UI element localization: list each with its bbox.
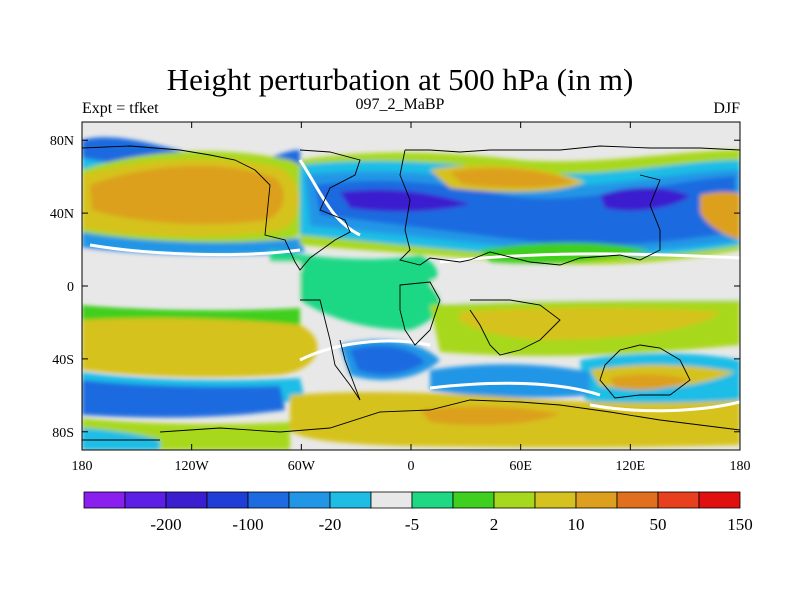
field-region <box>420 406 560 426</box>
colorbar-swatch <box>452 491 495 509</box>
colorbar-labels: -200 -100 -20 -5 2 10 50 150 <box>150 515 752 534</box>
plot-title: Height perturbation at 500 hPa (in m) <box>166 62 634 97</box>
y-tick-label: 80N <box>50 134 74 149</box>
colorbar-label: -100 <box>232 515 263 534</box>
coastline <box>405 145 740 153</box>
x-tick-label: 180 <box>72 459 93 474</box>
colorbar-swatch <box>165 491 208 509</box>
colorbar-swatch <box>124 491 167 509</box>
colorbar-label: -200 <box>150 515 181 534</box>
field-region <box>82 250 310 306</box>
coastline <box>469 299 561 356</box>
y-tick-label: 80S <box>52 426 74 441</box>
field-region <box>82 317 318 378</box>
colorbar-swatch <box>698 491 741 509</box>
coastlines <box>82 145 740 441</box>
x-tick-label: 120E <box>616 459 646 474</box>
x-tick-label: 120W <box>175 459 210 474</box>
axis-ticks <box>81 122 741 450</box>
colorbar <box>83 491 741 509</box>
case-label: 097_2_MaBP <box>355 96 445 113</box>
season-label: DJF <box>713 100 740 117</box>
field-region <box>610 374 690 390</box>
x-tick-label: 180 <box>730 459 751 474</box>
colorbar-label: 10 <box>568 515 585 534</box>
experiment-label: Expt = tfket <box>82 100 159 117</box>
contour-line <box>439 252 740 264</box>
field-region <box>450 168 575 188</box>
y-tick-label: 40N <box>50 207 74 222</box>
colorbar-swatch <box>534 491 577 509</box>
colorbar-swatch <box>288 491 331 509</box>
field-region <box>430 268 740 306</box>
coastline <box>599 344 691 399</box>
x-tick-label: 60W <box>288 459 316 474</box>
coastline <box>399 281 441 346</box>
coastline <box>159 399 740 433</box>
zero-contours <box>89 159 740 413</box>
field-region <box>82 428 160 450</box>
contour-line <box>298 159 361 237</box>
colorbar-swatch <box>206 491 249 509</box>
colorbar-swatch <box>83 491 126 509</box>
field-region <box>340 189 470 212</box>
x-tick-label: 0 <box>408 459 415 474</box>
field-region <box>82 380 285 418</box>
colorbar-label: 150 <box>727 515 753 534</box>
field-region <box>700 191 740 240</box>
colorbar-label: -5 <box>405 515 419 534</box>
contour-line <box>89 243 301 257</box>
field-region <box>350 346 425 375</box>
axis-labels: 180 120W 60W 0 60E 120E 180 80N 40N 0 40S 80S <box>50 134 751 474</box>
colorbar-label: 2 <box>490 515 499 534</box>
field-region <box>300 270 441 330</box>
coastline <box>300 299 361 401</box>
contour-line <box>589 400 740 413</box>
colorbar-swatch <box>493 491 536 509</box>
colorbar-label: 50 <box>650 515 667 534</box>
colorbar-label: -20 <box>319 515 342 534</box>
colorbar-swatch <box>411 491 454 509</box>
field-region <box>430 364 590 398</box>
field-region <box>90 165 284 225</box>
colorbar-swatch <box>575 491 618 509</box>
coastline <box>82 145 361 271</box>
colorbar-swatch <box>329 491 372 509</box>
coastline <box>399 149 661 266</box>
y-tick-label: 40S <box>52 353 74 368</box>
contour-field <box>82 122 740 450</box>
colorbar-swatch <box>370 491 413 509</box>
y-tick-label: 0 <box>67 280 74 295</box>
x-tick-label: 60E <box>509 459 532 474</box>
contour-line <box>429 381 601 397</box>
colorbar-swatch <box>657 491 700 509</box>
colorbar-swatch <box>247 491 290 509</box>
field-region <box>600 187 690 211</box>
colorbar-swatch <box>616 491 659 509</box>
field-region <box>460 307 720 340</box>
